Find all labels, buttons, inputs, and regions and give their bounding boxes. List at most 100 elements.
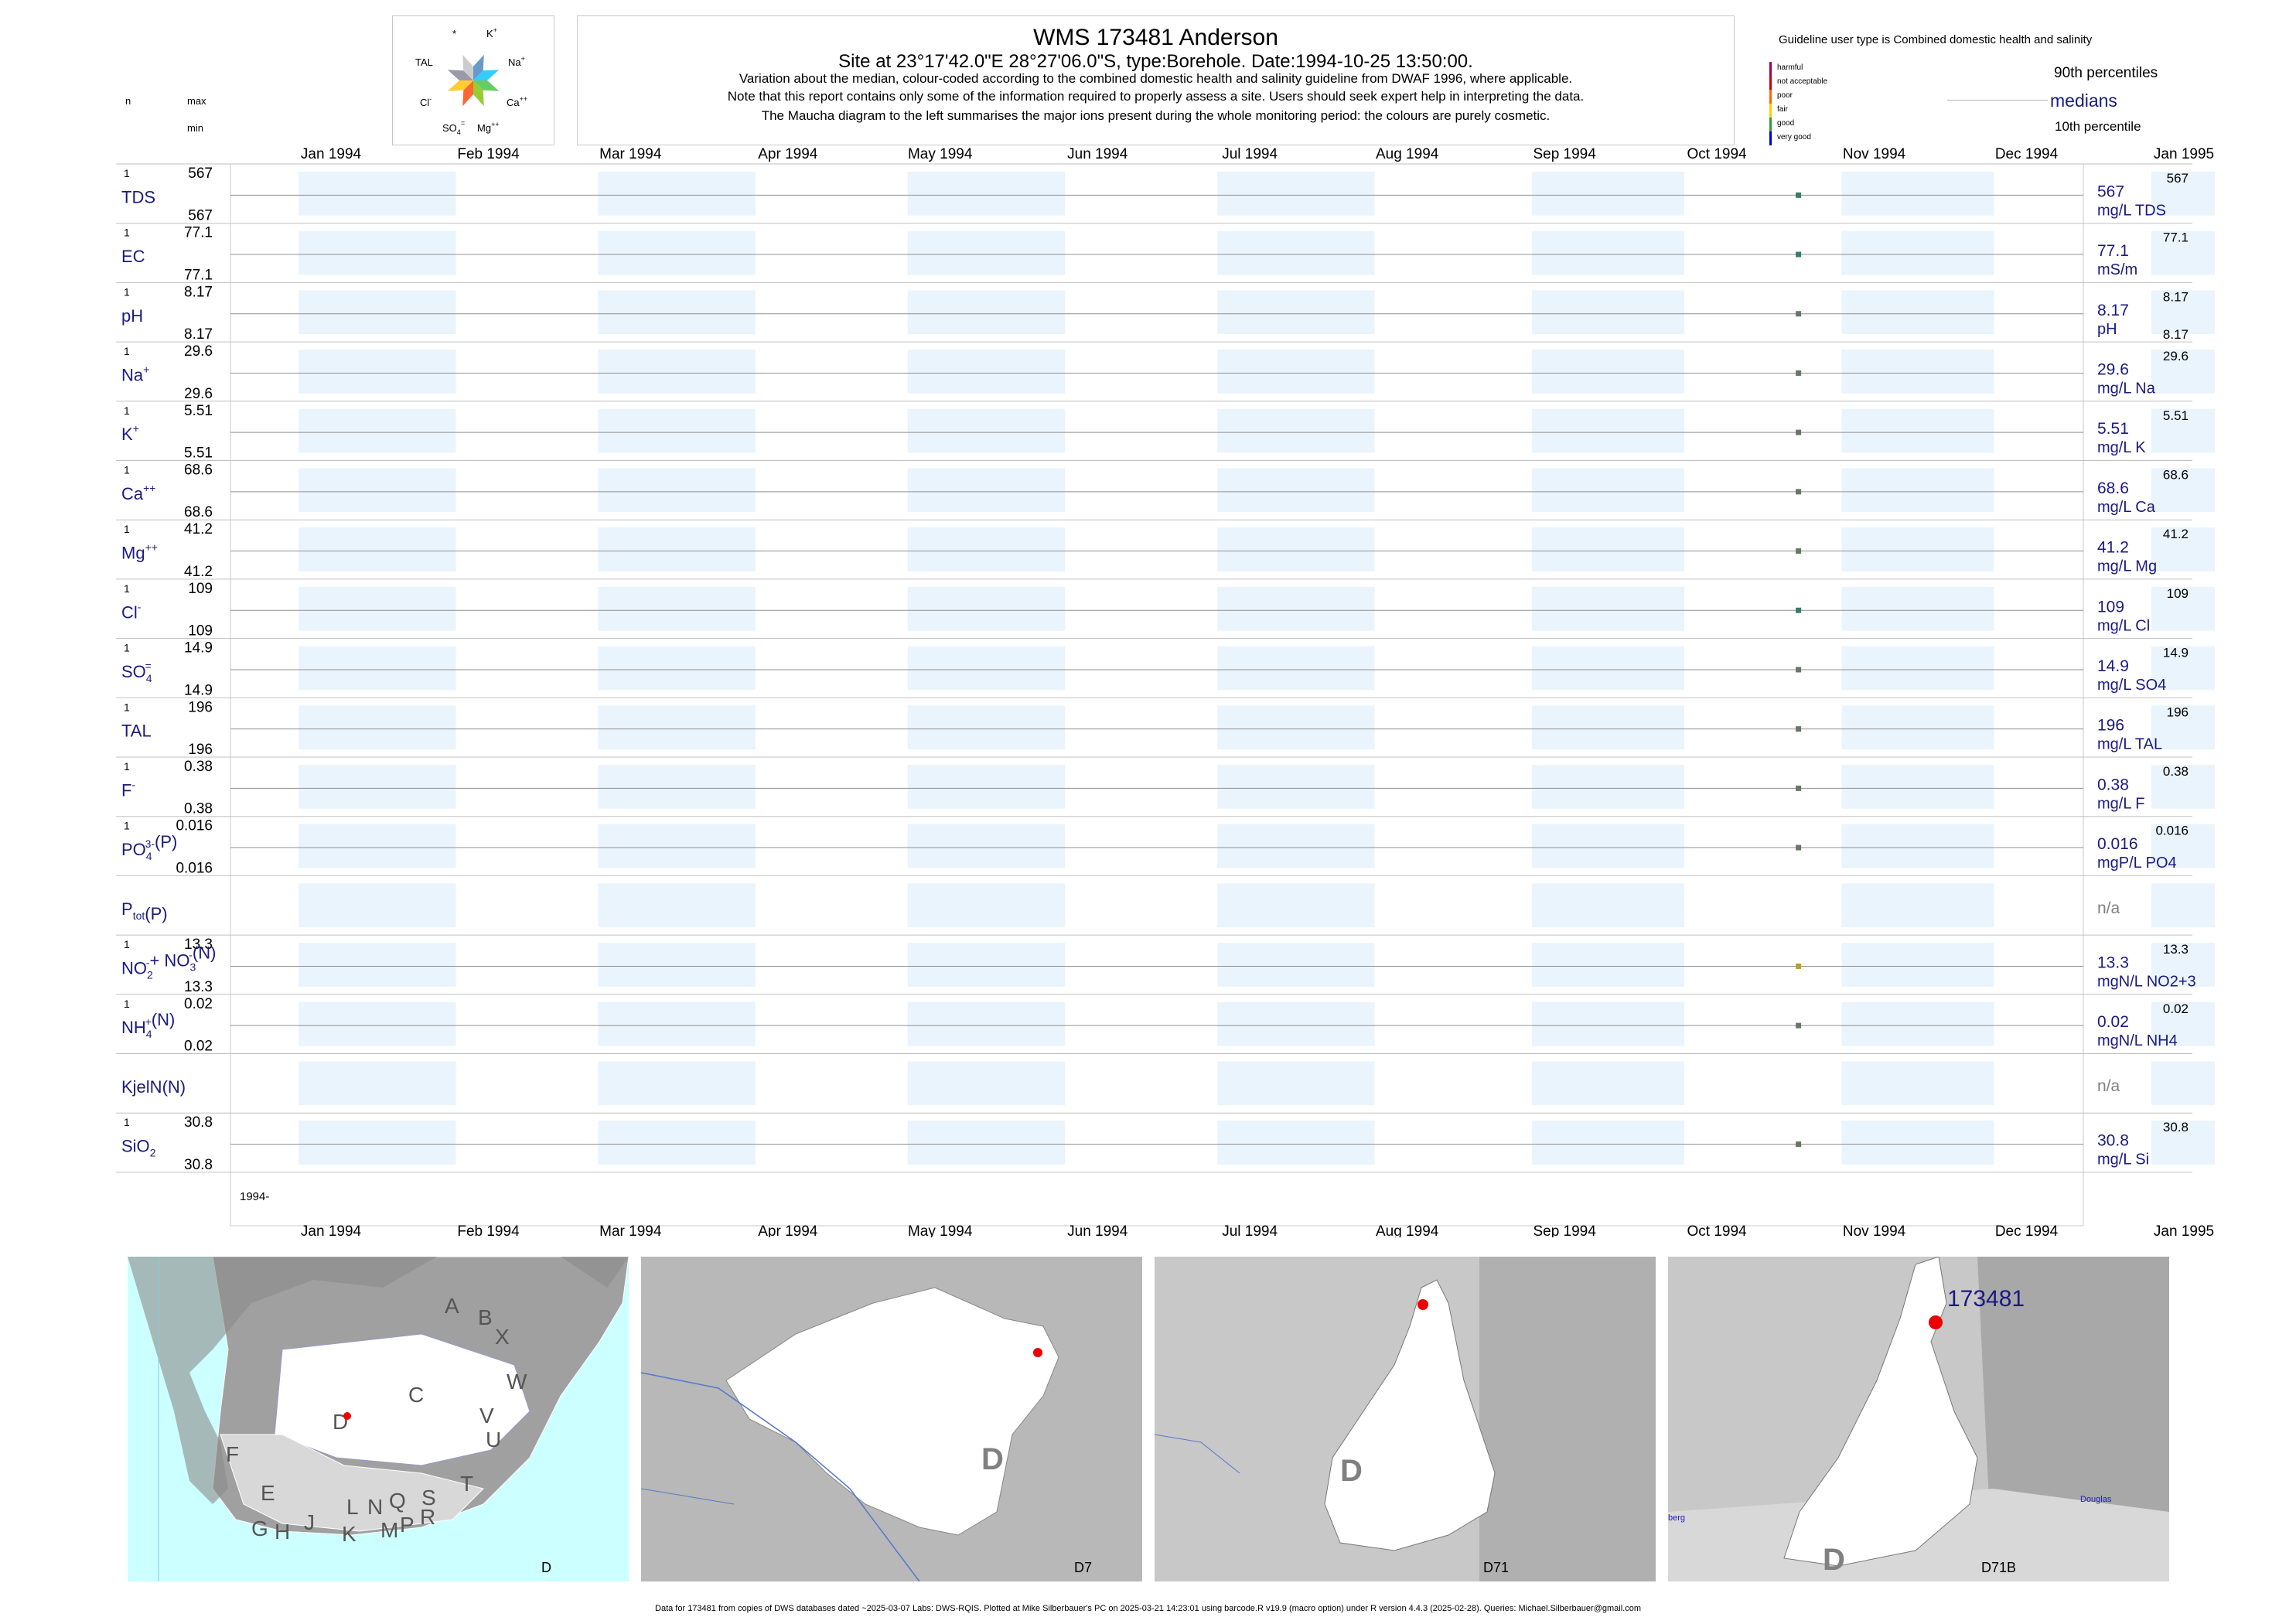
min-value: 109 bbox=[188, 623, 213, 640]
guideline-class-label: fair bbox=[1777, 105, 1788, 114]
month-band bbox=[1217, 883, 1375, 928]
p10-label: 10th percentile bbox=[2055, 119, 2141, 134]
map-caption-d71b: D71B bbox=[1981, 1560, 2017, 1575]
right-unit: mg/L Ca bbox=[2097, 499, 2156, 516]
sample-point bbox=[1796, 785, 1802, 791]
month-band bbox=[1217, 824, 1375, 868]
site-line: Site at 23°17'42.0"E 28°27'06.0"S, type:… bbox=[838, 51, 1473, 72]
drainage-region-letter: S bbox=[421, 1486, 436, 1510]
month-band bbox=[1841, 408, 1994, 453]
right-median-value: n/a bbox=[2097, 1077, 2120, 1095]
parameter-label: Ptot(P) bbox=[121, 899, 168, 923]
month-band bbox=[1532, 1001, 1685, 1046]
guideline-class-label: not acceptable bbox=[1777, 77, 1828, 86]
parameter-label: SO4= bbox=[121, 660, 152, 684]
month-band bbox=[1217, 765, 1375, 809]
maucha-label-cl: Cl- bbox=[420, 95, 432, 108]
sample-count: 1 bbox=[124, 345, 130, 357]
right-unit: mg/L Si bbox=[2097, 1151, 2149, 1169]
month-band bbox=[598, 1061, 756, 1106]
month-band bbox=[1532, 705, 1685, 749]
maucha-label-tal: TAL bbox=[415, 56, 433, 68]
sample-point bbox=[1796, 251, 1802, 258]
p90-value: 5.51 bbox=[2163, 408, 2189, 423]
right-unit: mg/L SO4 bbox=[2097, 677, 2166, 694]
month-band bbox=[1217, 527, 1375, 571]
parameter-label: pH bbox=[121, 306, 143, 326]
month-band bbox=[299, 765, 456, 809]
month-band bbox=[299, 943, 456, 987]
guideline-class-swatch bbox=[1769, 90, 1772, 104]
p90-value: 68.6 bbox=[2163, 468, 2189, 483]
month-label-bottom: Jan 1994 bbox=[301, 1223, 362, 1237]
min-value: 29.6 bbox=[184, 386, 213, 402]
min-value: 14.9 bbox=[184, 682, 213, 698]
month-band bbox=[299, 468, 456, 513]
month-band bbox=[1841, 350, 1994, 394]
series-row: 1 14.9 14.9 SO4= 14.9 mg/L SO4 14.9 bbox=[116, 638, 2192, 698]
p90-value: 0.016 bbox=[2155, 824, 2189, 838]
right-median-value: 196 bbox=[2097, 717, 2124, 735]
month-band bbox=[1532, 646, 1685, 691]
right-median-value: 30.8 bbox=[2097, 1132, 2129, 1150]
month-label-bottom: Jun 1994 bbox=[1067, 1223, 1128, 1237]
drainage-region-letter: U bbox=[486, 1428, 502, 1452]
month-band bbox=[907, 943, 1066, 987]
month-label-bottom: Jul 1994 bbox=[1222, 1223, 1278, 1237]
maucha-petal bbox=[473, 80, 484, 107]
p90-value: 0.38 bbox=[2163, 764, 2189, 779]
sample-count: 1 bbox=[124, 1116, 130, 1128]
drainage-region-letter: G bbox=[251, 1517, 268, 1540]
parameter-label: K+ bbox=[121, 422, 139, 444]
max-value: 29.6 bbox=[184, 343, 213, 360]
drainage-region-letter: Q bbox=[389, 1489, 406, 1513]
month-band bbox=[299, 1001, 456, 1046]
month-band bbox=[1217, 172, 1375, 216]
right-median-value: 14.9 bbox=[2097, 657, 2129, 675]
series-row: KjelN(N) n/a bbox=[116, 1053, 2192, 1097]
month-band bbox=[1217, 408, 1375, 453]
guideline-class-swatch bbox=[1769, 118, 1772, 131]
right-median-value: 68.6 bbox=[2097, 479, 2129, 497]
month-band bbox=[598, 646, 756, 691]
month-band bbox=[299, 883, 456, 928]
map-d71: D D71 bbox=[1155, 1257, 1656, 1581]
min-value: 8.17 bbox=[184, 326, 213, 343]
parameter-label: Na+ bbox=[121, 363, 149, 384]
month-band bbox=[907, 765, 1066, 809]
guideline-class-swatch bbox=[1769, 76, 1772, 90]
series-row: 1 77.177.1EC 77.1mS/m77.1 bbox=[116, 223, 2192, 283]
sample-count: 1 bbox=[124, 760, 130, 773]
guideline-class-label: harmful bbox=[1777, 63, 1803, 72]
month-band bbox=[1841, 230, 1994, 275]
max-value: 567 bbox=[188, 165, 213, 182]
month-band bbox=[907, 468, 1066, 513]
right-median-value: 5.51 bbox=[2097, 420, 2129, 438]
sample-count: 1 bbox=[124, 464, 130, 476]
month-band bbox=[2151, 408, 2215, 453]
month-band bbox=[299, 646, 456, 691]
bottom-month-axis: Jan 1994 Feb 1994 Mar 1994 Apr 1994 May 1994… bbox=[301, 1223, 2214, 1237]
month-band bbox=[1841, 824, 1994, 868]
series-row: 1 68.6 68.6 Ca++ 68.6 mg/L Ca 68.6 bbox=[116, 460, 2192, 520]
month-band bbox=[907, 290, 1066, 335]
right-unit: mS/m bbox=[2097, 261, 2137, 278]
month-band bbox=[2151, 230, 2215, 275]
min-value: 567 bbox=[188, 208, 213, 224]
month-band bbox=[1841, 468, 1994, 513]
map-d71b-region-letter: D bbox=[1823, 1543, 1845, 1577]
guideline-class-swatch bbox=[1769, 131, 1772, 145]
parameter-label: PO43-(P) bbox=[121, 832, 177, 862]
month-band bbox=[299, 1121, 456, 1165]
maucha-petals bbox=[447, 54, 500, 107]
sample-count: 1 bbox=[124, 404, 130, 417]
max-value: 0.02 bbox=[184, 996, 213, 1012]
month-band bbox=[598, 230, 756, 275]
month-band bbox=[1217, 943, 1375, 987]
p90-value: 8.17 bbox=[2163, 289, 2189, 304]
month-label-top: Aug 1994 bbox=[1376, 146, 1439, 162]
month-band bbox=[907, 824, 1066, 868]
